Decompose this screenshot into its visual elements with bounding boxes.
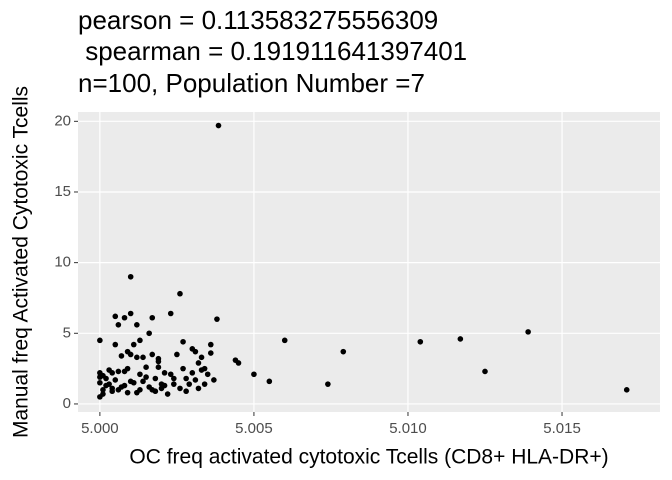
title-line: pearson = 0.113583275556309	[78, 5, 438, 35]
point	[112, 313, 119, 320]
point	[118, 353, 125, 359]
point	[121, 382, 128, 389]
x-tick-label: 5.015	[543, 420, 581, 437]
point	[121, 314, 128, 321]
y-tick-label: 15	[54, 183, 71, 200]
x-axis-title: OC freq activated cytotoxic Tcells (CD8+…	[129, 446, 608, 469]
point	[525, 329, 531, 335]
point	[127, 310, 134, 317]
point	[143, 364, 149, 371]
point	[195, 385, 202, 392]
point	[140, 354, 146, 361]
point	[171, 375, 177, 382]
x-tick-label: 5.005	[235, 420, 273, 437]
point	[167, 371, 174, 378]
point	[127, 378, 134, 385]
point	[192, 377, 199, 383]
x-tick-label: 5.010	[389, 420, 427, 437]
point	[457, 336, 464, 342]
point	[171, 381, 177, 387]
point	[97, 337, 103, 344]
point	[164, 391, 171, 397]
point	[235, 360, 242, 366]
point	[189, 370, 196, 376]
point	[112, 377, 119, 383]
point	[97, 379, 103, 386]
point	[266, 378, 273, 385]
point	[134, 354, 140, 361]
y-axis-title: Manual freq Activated Cytotoxic Tcells	[10, 86, 33, 438]
point	[177, 290, 183, 297]
point	[155, 355, 162, 362]
y-tick-label: 10	[54, 254, 71, 271]
point	[180, 365, 186, 372]
point	[183, 375, 189, 382]
point	[251, 371, 257, 378]
point	[161, 382, 168, 389]
title-line: spearman = 0.191911641397401	[78, 36, 467, 66]
point	[192, 348, 199, 355]
point	[100, 387, 106, 393]
point	[106, 381, 112, 387]
point	[109, 370, 115, 376]
point	[214, 316, 220, 322]
point	[137, 337, 143, 344]
point	[130, 341, 137, 348]
point	[134, 322, 140, 328]
point	[115, 322, 122, 328]
point	[207, 350, 214, 356]
point	[174, 351, 180, 358]
point	[623, 387, 630, 393]
point	[201, 381, 208, 387]
point	[115, 368, 122, 375]
point	[140, 378, 146, 385]
panel	[78, 112, 660, 412]
point	[281, 337, 288, 344]
point	[186, 381, 193, 387]
point	[417, 338, 424, 345]
y-tick-label: 0	[63, 395, 71, 412]
point	[134, 389, 140, 396]
point	[183, 388, 189, 395]
point	[167, 310, 174, 317]
point	[109, 388, 115, 395]
point	[112, 341, 119, 348]
point	[482, 368, 488, 375]
point	[137, 371, 143, 378]
point	[149, 351, 156, 358]
point	[115, 387, 122, 393]
point	[201, 365, 208, 372]
title-line: n=100, Population Number =7	[78, 68, 425, 98]
point	[195, 360, 202, 366]
point	[161, 370, 168, 376]
point	[146, 330, 152, 337]
point	[143, 374, 149, 380]
y-tick-label: 5	[63, 324, 71, 341]
point	[180, 338, 186, 345]
point	[149, 387, 156, 393]
point	[211, 377, 217, 383]
point	[155, 364, 162, 371]
point	[325, 381, 331, 387]
point	[127, 273, 134, 280]
point	[152, 375, 159, 382]
point	[149, 314, 156, 321]
point	[340, 348, 347, 355]
x-tick-label: 5.000	[81, 420, 119, 437]
point	[204, 371, 211, 378]
point	[121, 368, 128, 375]
point	[103, 375, 109, 382]
point	[100, 391, 106, 397]
point	[207, 341, 214, 348]
point	[215, 122, 222, 129]
point	[124, 389, 131, 396]
point	[124, 348, 131, 355]
point	[198, 354, 205, 361]
point	[177, 385, 183, 392]
y-tick-label: 20	[54, 112, 71, 129]
